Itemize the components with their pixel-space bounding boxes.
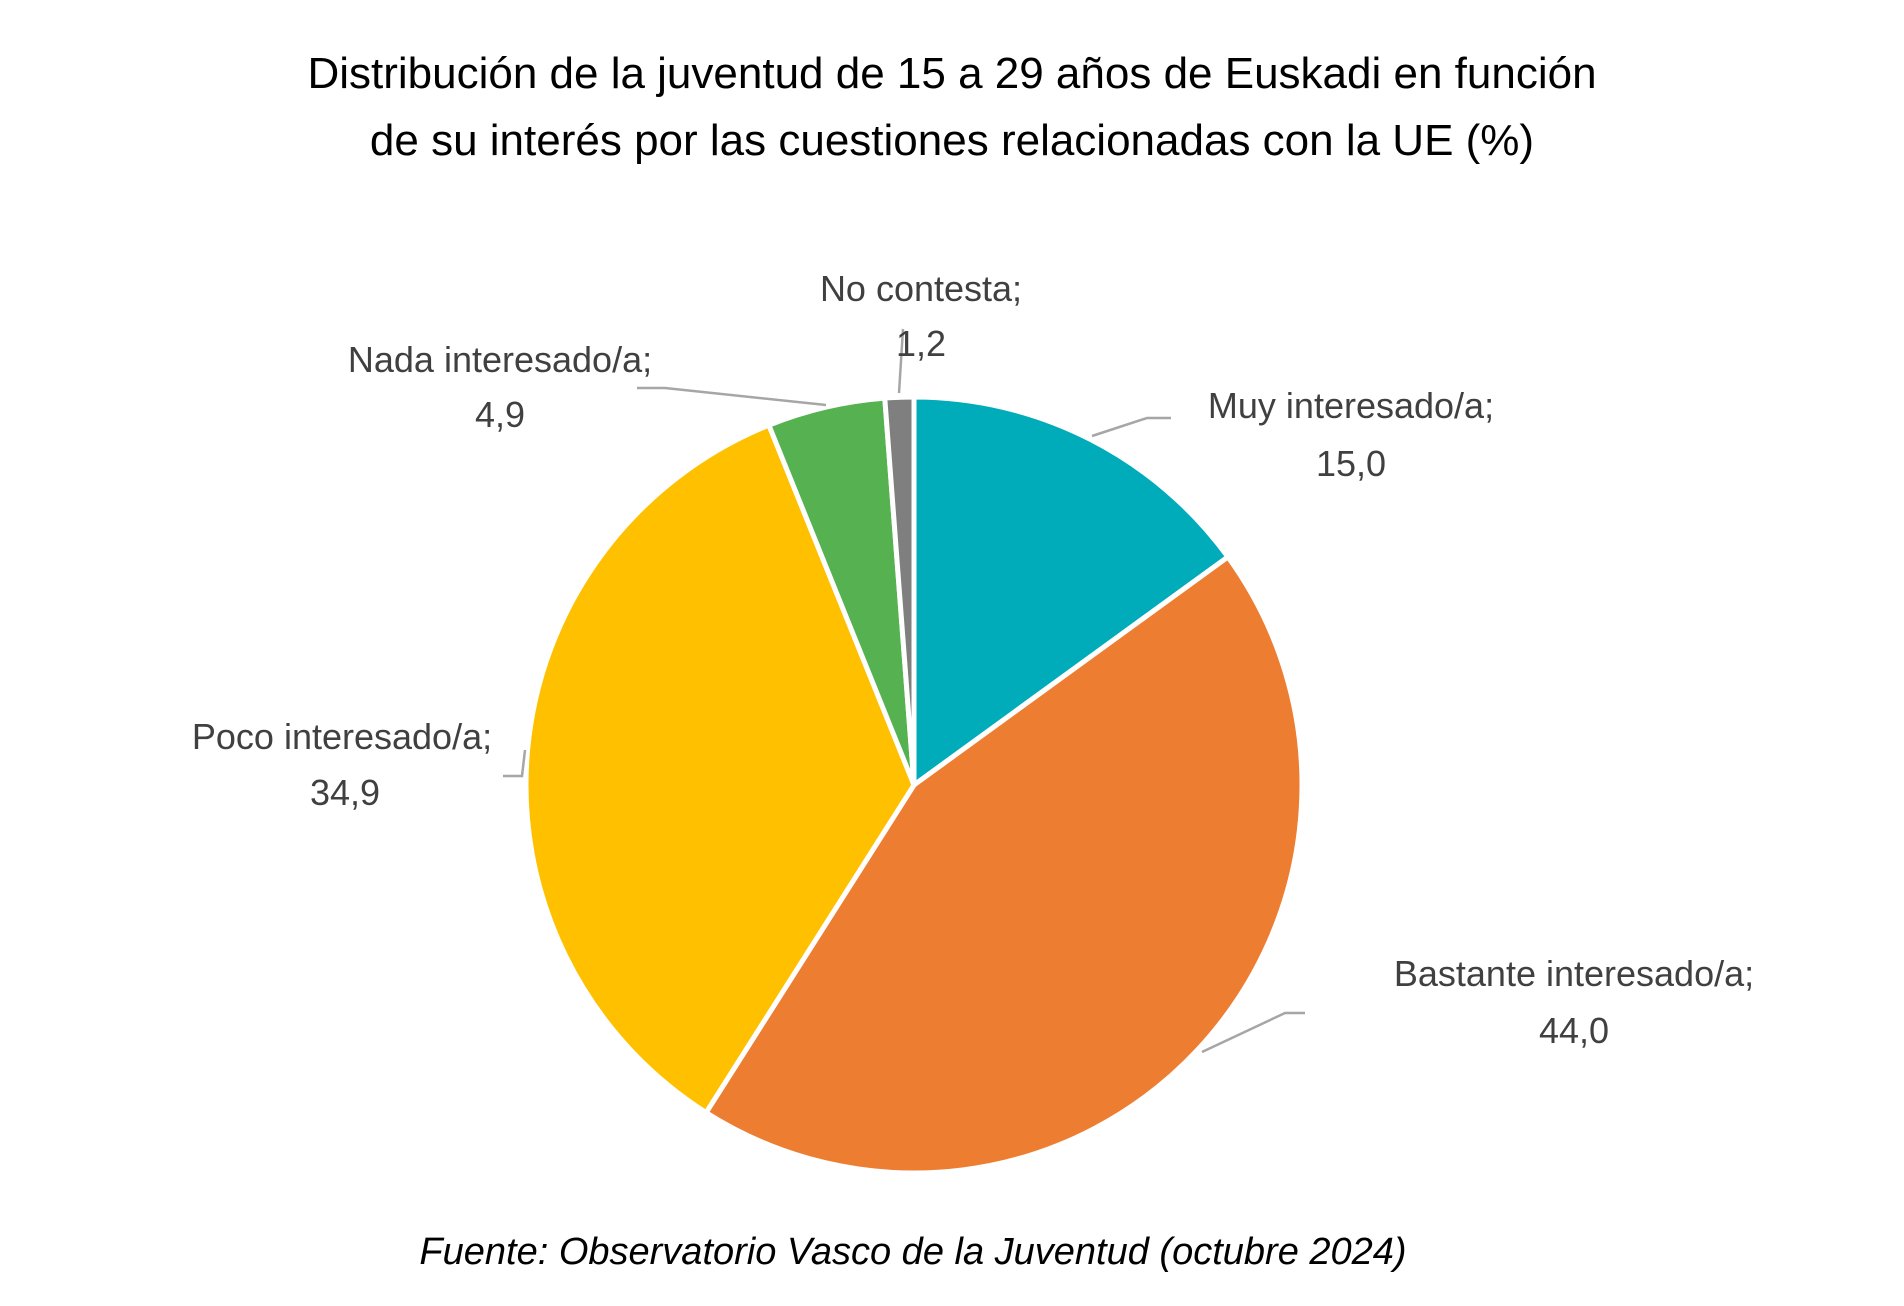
data-label-poco-value: 34,9 [310,772,380,813]
leader-line-nada [637,386,827,407]
data-label-poco-name: Poco interesado/a; [192,716,492,757]
data-label-nada-name: Nada interesado/a; [348,339,652,380]
data-label-no-contesta-value: 1,2 [896,323,946,364]
leader-line-no-contesta [897,328,905,394]
pie-slice-no-contesta [882,394,917,786]
chart-title-line-1: Distribución de la juventud de 15 a 29 a… [307,49,1596,98]
data-label-bastante-value: 44,0 [1539,1010,1609,1051]
data-label-bastante-name: Bastante interesado/a; [1394,953,1754,994]
leader-line-poco [503,749,527,778]
leader-line-bastante [1201,1011,1305,1054]
data-label-no-contesta-name: No contesta; [820,268,1022,309]
data-label-muy-name: Muy interesado/a; [1208,385,1494,426]
data-label-nada-value: 4,9 [475,394,525,435]
chart-title-line-2: de su interés por las cuestiones relacio… [370,116,1534,165]
pie-slice-poco [523,421,917,1117]
source-note: Fuente: Observatorio Vasco de la Juventu… [419,1231,1406,1273]
pie-slice-muy [911,394,1232,790]
data-label-muy-value: 15,0 [1316,443,1386,484]
leader-line-muy [1091,416,1171,438]
pie-slice-bastante [702,553,1305,1176]
